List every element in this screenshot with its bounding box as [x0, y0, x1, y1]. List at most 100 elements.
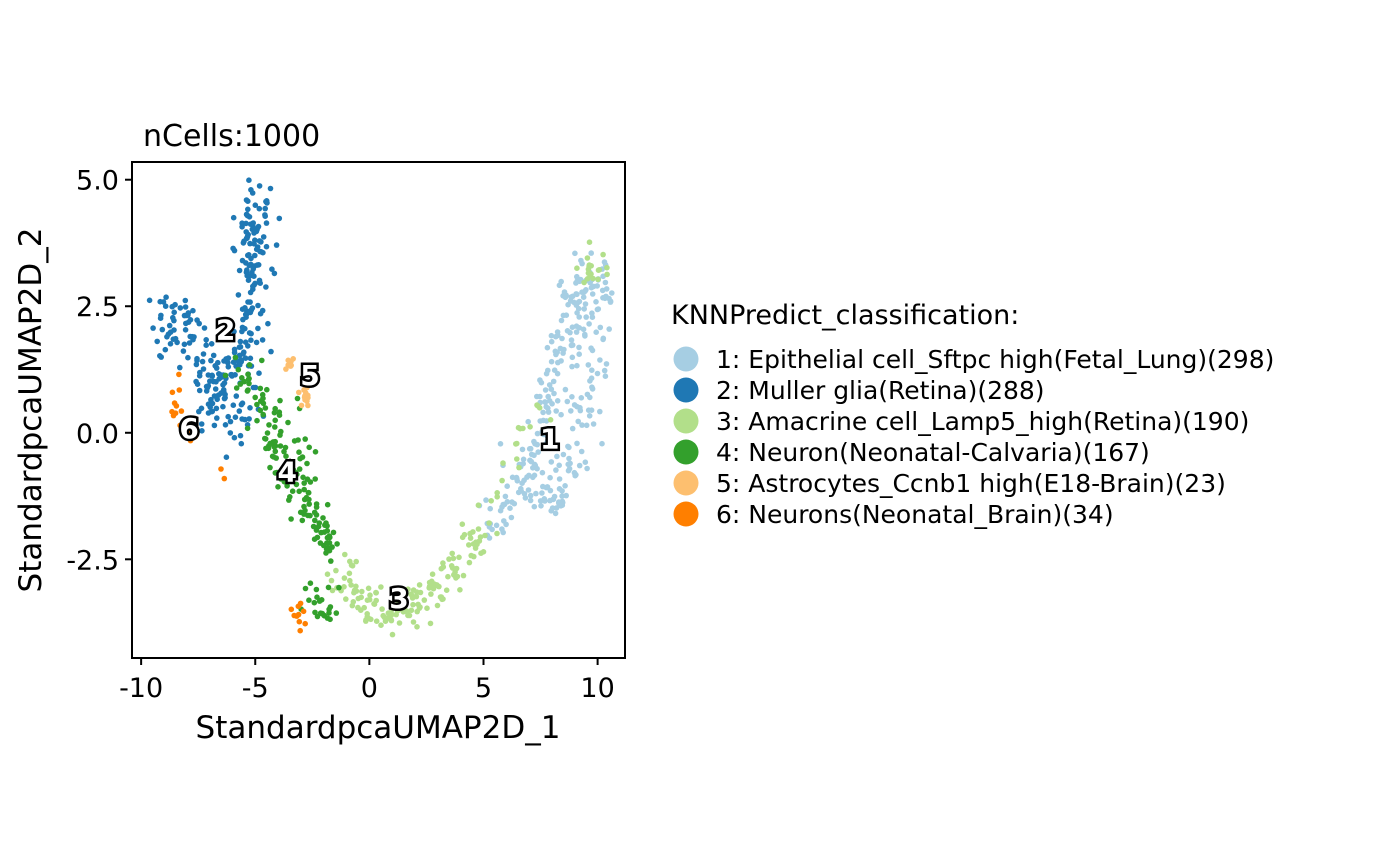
data-point — [250, 283, 256, 290]
data-point — [583, 422, 590, 429]
data-point — [572, 250, 578, 257]
data-point — [487, 505, 494, 512]
data-point — [162, 303, 169, 310]
data-point — [213, 365, 220, 371]
data-point — [595, 306, 602, 312]
data-point — [593, 329, 599, 336]
data-point — [186, 340, 193, 346]
data-point — [566, 444, 572, 451]
data-point — [262, 405, 269, 411]
data-point — [586, 413, 593, 419]
data-point — [252, 202, 259, 208]
data-point — [187, 333, 193, 340]
data-point — [597, 324, 604, 331]
data-point — [515, 424, 522, 431]
data-point — [539, 490, 545, 496]
data-point — [560, 350, 566, 356]
y-tick-label: 5.0 — [76, 166, 119, 197]
data-point — [429, 571, 436, 577]
data-point — [500, 460, 506, 466]
data-point — [504, 483, 511, 490]
data-point — [537, 498, 544, 504]
data-point — [290, 356, 297, 362]
data-point — [263, 243, 270, 250]
data-point — [188, 418, 195, 425]
data-point — [276, 412, 283, 419]
data-point — [296, 488, 303, 495]
data-point — [260, 234, 267, 240]
data-point — [351, 589, 357, 596]
data-point — [563, 312, 570, 319]
data-point — [373, 590, 380, 596]
data-point — [558, 317, 565, 324]
data-point — [454, 573, 461, 580]
data-point — [305, 489, 312, 496]
data-point — [497, 441, 504, 447]
data-point — [504, 499, 511, 505]
data-point — [171, 327, 177, 333]
data-point — [588, 250, 594, 256]
data-point — [578, 448, 585, 455]
data-point — [586, 239, 593, 245]
data-point — [380, 612, 387, 619]
data-point — [554, 453, 560, 460]
data-point — [254, 262, 260, 268]
data-point — [544, 484, 551, 490]
data-point — [388, 609, 394, 616]
data-point — [545, 367, 551, 374]
legend-label: 5: Astrocytes_Ccnb1 high(E18-Brain)(23) — [716, 469, 1226, 498]
data-point — [603, 286, 610, 292]
data-point — [297, 509, 304, 516]
data-point — [554, 349, 560, 356]
data-point — [581, 279, 587, 286]
data-point — [489, 526, 495, 533]
data-point — [199, 428, 205, 434]
data-point — [371, 601, 377, 607]
data-point — [306, 496, 312, 503]
series-2-points — [146, 177, 283, 461]
data-point — [553, 505, 560, 511]
data-point — [609, 290, 615, 296]
data-point — [526, 446, 533, 452]
data-point — [277, 443, 284, 449]
data-point — [342, 551, 348, 558]
data-point — [508, 514, 515, 521]
data-point — [537, 393, 543, 400]
data-point — [602, 295, 608, 302]
data-point — [502, 493, 509, 500]
data-point — [301, 480, 308, 486]
data-point — [574, 440, 580, 447]
data-point — [378, 584, 384, 590]
data-point — [181, 341, 188, 348]
data-point — [584, 255, 591, 261]
data-point — [544, 432, 550, 439]
data-point — [392, 593, 399, 599]
data-point — [210, 378, 217, 385]
data-point — [603, 361, 610, 367]
data-point — [558, 358, 564, 364]
data-point — [313, 504, 320, 510]
data-point — [240, 240, 247, 246]
data-point — [259, 391, 266, 398]
data-point — [568, 408, 574, 414]
data-point — [324, 615, 331, 621]
data-point — [271, 444, 278, 450]
data-point — [231, 434, 238, 441]
data-point — [457, 587, 463, 593]
data-point — [235, 366, 242, 373]
data-point — [471, 553, 477, 560]
data-point — [253, 246, 260, 253]
data-point — [330, 529, 337, 536]
data-point — [267, 464, 273, 471]
data-point — [557, 345, 564, 352]
data-point — [208, 357, 214, 364]
data-point — [255, 302, 261, 309]
data-point — [566, 465, 573, 472]
data-point — [162, 346, 169, 353]
data-point — [241, 378, 247, 385]
data-point — [588, 375, 595, 382]
legend-items: 1: Epithelial cell_Sftpc high(Fetal_Lung… — [673, 345, 1274, 529]
data-point — [601, 367, 608, 374]
data-point — [544, 344, 551, 351]
series-3-points — [324, 239, 610, 638]
